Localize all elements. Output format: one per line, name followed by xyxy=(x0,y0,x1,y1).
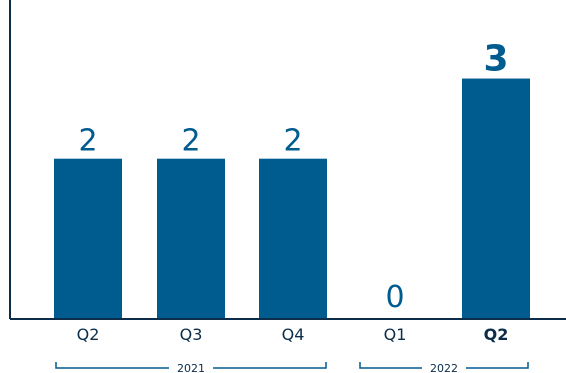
tick-label-1: Q2 xyxy=(77,325,100,344)
group-bracket-2022: 2022 xyxy=(359,362,529,373)
groups-layer: 2021 2022 xyxy=(55,362,529,373)
tick-labels-layer: Q2 Q3 Q4 Q1 Q2 xyxy=(77,325,509,344)
tick-label-5: Q2 xyxy=(484,325,509,344)
value-label-4: 0 xyxy=(385,280,404,315)
value-label-5: 3 xyxy=(483,39,508,80)
bar-3 xyxy=(259,158,327,319)
bars-layer xyxy=(54,78,530,320)
bar-2 xyxy=(157,158,225,319)
group-bracket-left xyxy=(55,362,169,369)
value-label-1: 2 xyxy=(78,124,97,159)
value-label-2: 2 xyxy=(181,124,200,159)
bar-1 xyxy=(54,158,122,319)
value-label-3: 2 xyxy=(283,124,302,159)
group-bracket-2021: 2021 xyxy=(55,362,327,373)
group-label-2022: 2022 xyxy=(430,362,458,373)
value-labels-layer: 2 2 2 0 3 xyxy=(78,39,508,315)
bar-5 xyxy=(462,78,530,320)
group-bracket-left xyxy=(359,362,422,369)
group-bracket-right xyxy=(466,362,529,369)
tick-label-2: Q3 xyxy=(180,325,203,344)
group-label-2021: 2021 xyxy=(177,362,205,373)
group-bracket-right xyxy=(213,362,327,369)
tick-label-3: Q4 xyxy=(282,325,305,344)
tick-label-4: Q1 xyxy=(384,325,407,344)
